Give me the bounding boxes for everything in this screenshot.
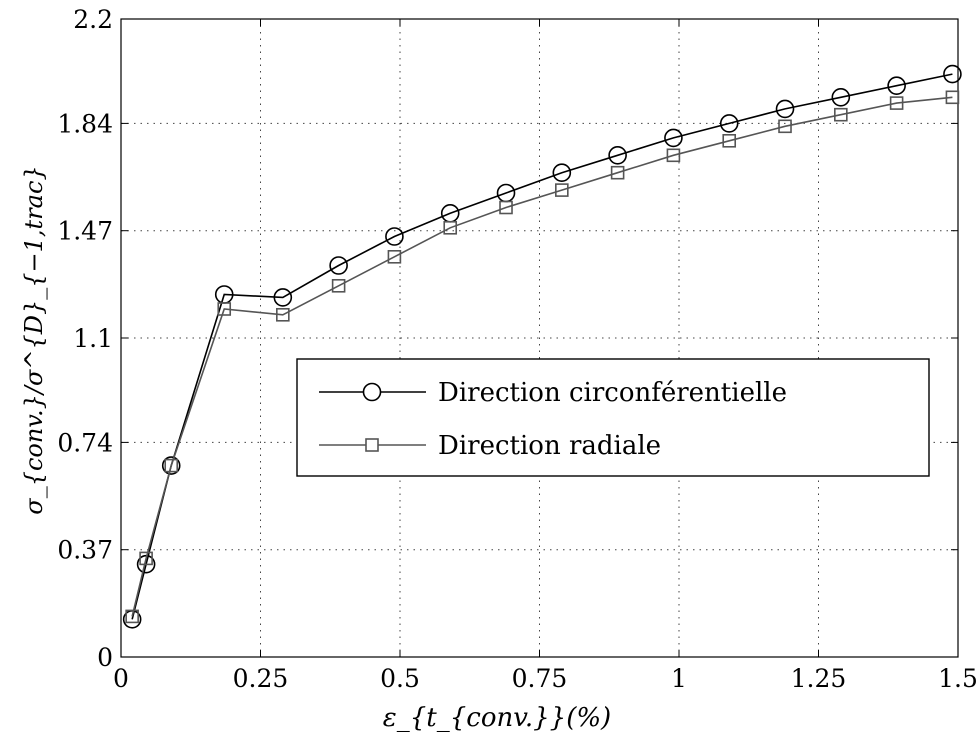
y-tick-label: 0.74: [57, 428, 113, 457]
data-point-circle: [161, 456, 181, 475]
x-tick-label: 0.25: [233, 664, 289, 693]
data-point-square: [889, 96, 904, 110]
legend-entry: Direction radiale: [319, 431, 661, 461]
x-tick-label: 0.5: [380, 664, 420, 693]
data-point-circle: [608, 146, 627, 165]
data-point-circle: [552, 163, 572, 182]
data-point-circle: [719, 114, 739, 133]
series-circumferential: [122, 64, 962, 629]
legend-box: [296, 358, 930, 477]
y-tick-label: 0.37: [57, 536, 113, 565]
data-point-square: [164, 458, 179, 473]
data-point-square: [443, 221, 458, 235]
series: [122, 64, 962, 629]
y-tick-label: 0: [97, 643, 113, 672]
series-radial: [125, 90, 960, 624]
x-axis-title: ε_{t_{conv.}}(%): [383, 703, 611, 733]
data-point-square: [387, 250, 402, 264]
series-line: [131, 96, 953, 617]
data-point-square: [331, 278, 346, 293]
data-point-square: [139, 551, 153, 566]
legend-marker-square: [365, 438, 379, 452]
data-point-square: [217, 302, 232, 316]
data-point-square: [610, 165, 625, 180]
x-tick-label: 0.75: [512, 664, 568, 693]
legend: Direction circonférentielle Direction rad…: [296, 358, 930, 477]
y-tick-label: 2.2: [73, 5, 113, 34]
x-tick-label: 0: [113, 664, 129, 693]
ticks: 0 0.25 0.5 0.75 1 1.25 1.5 0 0.37 0.74 1.1 1.47 1.84…: [57, 5, 978, 693]
series-line: [131, 73, 953, 620]
grid: [121, 19, 958, 657]
data-point-square: [722, 134, 737, 148]
data-point-circle: [273, 288, 293, 307]
data-point-square: [834, 107, 848, 122]
data-point-circle: [831, 88, 851, 107]
y-axis-title: σ_{conv.}/σ^{D}_{−1,trac}: [20, 165, 48, 514]
data-point-circle: [329, 256, 348, 275]
data-point-square: [945, 90, 960, 105]
legend-label: Direction circonférentielle: [438, 378, 787, 408]
data-point-square: [276, 307, 290, 322]
y-tick-label: 1.84: [57, 109, 113, 138]
data-point-circle: [887, 76, 906, 95]
x-tick-label: 1: [671, 664, 687, 693]
data-point-square: [778, 119, 792, 134]
data-point-circle: [943, 64, 962, 84]
y-tick-label: 1.1: [73, 324, 113, 353]
legend-entry: Direction circonférentielle: [319, 378, 787, 408]
data-point-square: [555, 183, 569, 197]
x-tick-label: 1.25: [791, 664, 847, 693]
data-point-square: [666, 148, 681, 163]
y-tick-label: 1.47: [57, 217, 113, 246]
data-point-square: [499, 200, 513, 215]
x-tick-label: 1.5: [938, 664, 978, 693]
legend-label: Direction radiale: [438, 431, 661, 461]
data-point-circle: [385, 227, 404, 246]
data-point-circle: [775, 99, 795, 119]
data-point-circle: [664, 128, 683, 148]
data-point-square: [125, 609, 139, 624]
legend-marker-circle: [362, 382, 382, 402]
